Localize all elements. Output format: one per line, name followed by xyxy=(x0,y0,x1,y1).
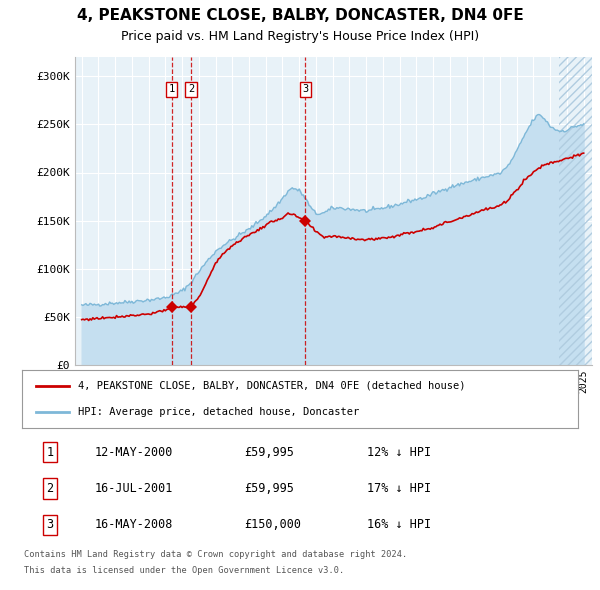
Text: Contains HM Land Registry data © Crown copyright and database right 2024.: Contains HM Land Registry data © Crown c… xyxy=(24,550,407,559)
Text: 3: 3 xyxy=(46,518,53,531)
Text: 2: 2 xyxy=(46,482,53,495)
Text: £59,995: £59,995 xyxy=(244,482,294,495)
Text: This data is licensed under the Open Government Licence v3.0.: This data is licensed under the Open Gov… xyxy=(24,566,344,575)
Bar xyxy=(559,57,600,365)
Text: £59,995: £59,995 xyxy=(244,446,294,459)
Text: 17% ↓ HPI: 17% ↓ HPI xyxy=(367,482,431,495)
Text: 2: 2 xyxy=(188,84,194,94)
Text: 4, PEAKSTONE CLOSE, BALBY, DONCASTER, DN4 0FE (detached house): 4, PEAKSTONE CLOSE, BALBY, DONCASTER, DN… xyxy=(77,381,465,391)
Text: 1: 1 xyxy=(46,446,53,459)
Text: 16% ↓ HPI: 16% ↓ HPI xyxy=(367,518,431,531)
Text: 4, PEAKSTONE CLOSE, BALBY, DONCASTER, DN4 0FE: 4, PEAKSTONE CLOSE, BALBY, DONCASTER, DN… xyxy=(77,8,523,23)
Text: Price paid vs. HM Land Registry's House Price Index (HPI): Price paid vs. HM Land Registry's House … xyxy=(121,30,479,43)
Text: 16-JUL-2001: 16-JUL-2001 xyxy=(94,482,173,495)
Text: 12% ↓ HPI: 12% ↓ HPI xyxy=(367,446,431,459)
Text: £150,000: £150,000 xyxy=(244,518,301,531)
Text: HPI: Average price, detached house, Doncaster: HPI: Average price, detached house, Donc… xyxy=(77,407,359,417)
Text: 12-MAY-2000: 12-MAY-2000 xyxy=(94,446,173,459)
Text: 3: 3 xyxy=(302,84,308,94)
Text: 1: 1 xyxy=(169,84,175,94)
Text: 16-MAY-2008: 16-MAY-2008 xyxy=(94,518,173,531)
